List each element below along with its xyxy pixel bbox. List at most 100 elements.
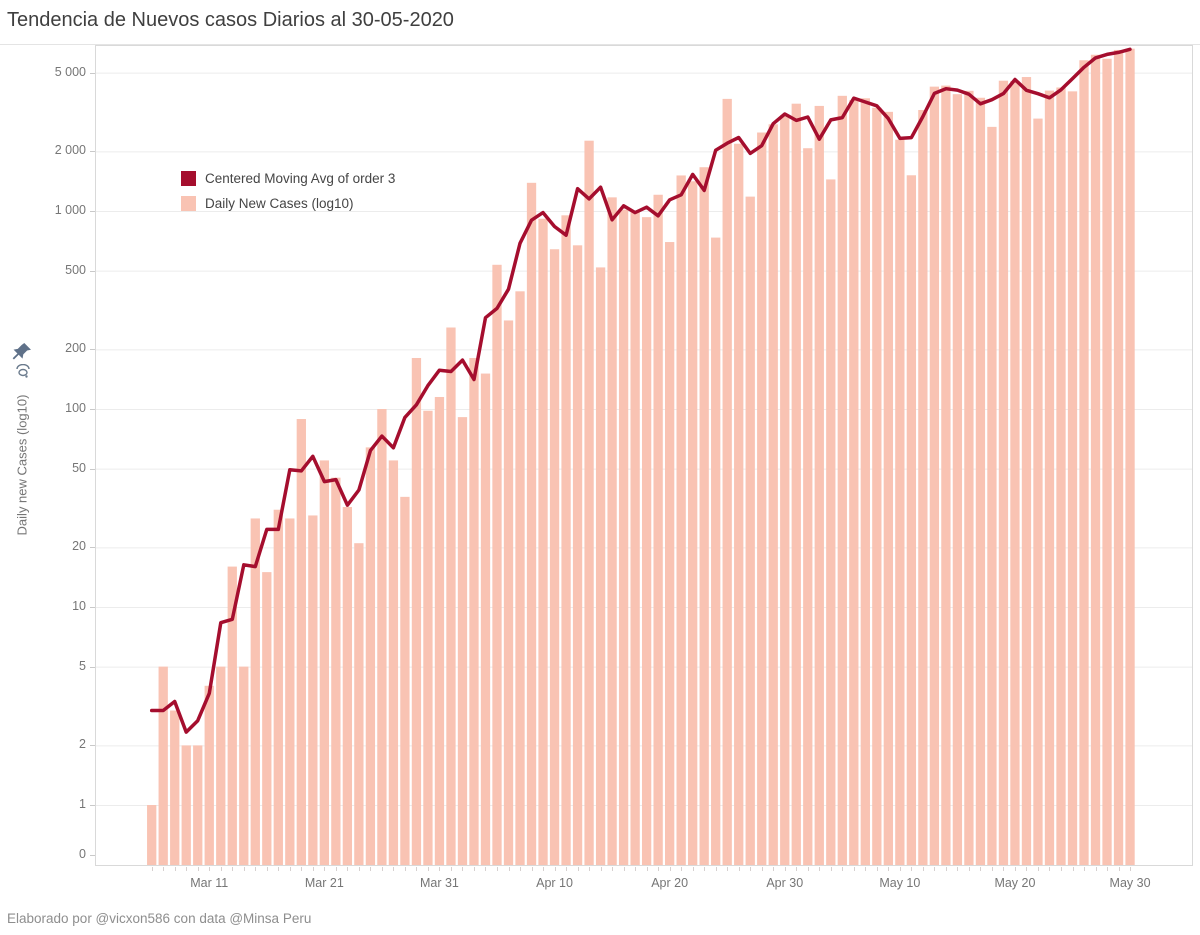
daily-cases-bar[interactable] (1010, 80, 1020, 865)
daily-cases-bar[interactable] (469, 357, 479, 865)
daily-cases-bar[interactable] (1113, 49, 1124, 865)
daily-cases-bar[interactable] (722, 98, 732, 865)
daily-cases-bar[interactable] (147, 805, 157, 865)
daily-cases-bar[interactable] (665, 242, 675, 866)
daily-cases-bar[interactable] (1033, 118, 1043, 866)
daily-cases-bar[interactable] (618, 209, 629, 865)
daily-cases-bar[interactable] (688, 181, 698, 865)
legend-item-daily-cases[interactable]: Daily New Cases (log10) (181, 191, 395, 216)
daily-cases-bar[interactable] (975, 97, 986, 865)
daily-cases-bar[interactable] (308, 515, 318, 865)
daily-cases-bar[interactable] (906, 175, 917, 865)
daily-cases-bar[interactable] (883, 111, 893, 866)
x-day-tick (324, 867, 326, 871)
daily-cases-bar[interactable] (400, 496, 410, 865)
daily-cases-bar[interactable] (1102, 58, 1112, 865)
daily-cases-bar[interactable] (388, 460, 399, 865)
daily-cases-bar[interactable] (538, 218, 548, 866)
daily-cases-bar[interactable] (699, 167, 709, 866)
daily-cases-bar[interactable] (998, 80, 1009, 865)
pin-icon[interactable] (11, 341, 33, 363)
daily-cases-bar[interactable] (837, 95, 847, 865)
legend-item-moving-avg[interactable]: Centered Moving Avg of order 3 (181, 166, 395, 191)
daily-cases-bar[interactable] (607, 197, 617, 866)
x-day-tick (681, 867, 683, 871)
daily-cases-bar[interactable] (250, 518, 260, 865)
daily-cases-bar[interactable] (584, 140, 594, 865)
daily-cases-label: Daily New Cases (log10) (205, 196, 354, 211)
daily-cases-bar[interactable] (872, 107, 882, 866)
daily-cases-bar[interactable] (319, 460, 329, 865)
daily-cases-bar[interactable] (354, 543, 364, 865)
y-tick-label: 20 (72, 539, 86, 554)
daily-cases-bar[interactable] (1067, 91, 1078, 866)
daily-cases-bar[interactable] (918, 109, 928, 866)
daily-cases-bar[interactable] (262, 572, 272, 865)
daily-cases-bar[interactable] (434, 396, 445, 865)
daily-cases-bar[interactable] (158, 666, 168, 865)
daily-cases-bar[interactable] (227, 566, 237, 865)
daily-cases-bar[interactable] (653, 194, 663, 865)
daily-cases-bar[interactable] (492, 264, 502, 865)
daily-cases-bar[interactable] (895, 139, 905, 865)
daily-cases-bar[interactable] (826, 179, 836, 865)
daily-cases-bar[interactable] (365, 447, 376, 865)
daily-cases-bar[interactable] (941, 85, 951, 866)
daily-cases-bar[interactable] (411, 357, 422, 865)
daily-cases-bar[interactable] (285, 518, 295, 865)
daily-cases-bar[interactable] (676, 175, 686, 865)
daily-cases-bar[interactable] (849, 100, 859, 865)
daily-cases-bar[interactable] (1090, 54, 1101, 865)
daily-cases-bar[interactable] (572, 245, 583, 865)
y-tick-mark (90, 468, 95, 470)
daily-cases-bar[interactable] (952, 94, 963, 866)
daily-cases-bar[interactable] (503, 320, 514, 866)
daily-cases-bar[interactable] (1079, 60, 1089, 865)
daily-cases-bar[interactable] (377, 409, 387, 865)
daily-cases-bar[interactable] (803, 148, 813, 866)
daily-cases-bar[interactable] (480, 373, 491, 865)
daily-cases-bar[interactable] (641, 217, 652, 865)
x-day-tick (968, 867, 970, 871)
daily-cases-bar[interactable] (745, 196, 755, 865)
moving-avg-line[interactable] (149, 47, 1132, 734)
daily-cases-bar[interactable] (273, 509, 283, 865)
daily-cases-bar[interactable] (561, 215, 571, 865)
daily-cases-bar[interactable] (814, 105, 824, 866)
daily-cases-bar[interactable] (780, 115, 790, 865)
daily-cases-bar[interactable] (757, 132, 767, 865)
daily-cases-bar[interactable] (204, 685, 214, 865)
daily-cases-bar[interactable] (1125, 48, 1135, 865)
daily-cases-bar[interactable] (734, 143, 744, 865)
daily-cases-bar[interactable] (549, 249, 560, 866)
daily-cases-bar[interactable] (296, 419, 306, 865)
y-tick-label: 100 (65, 401, 86, 415)
daily-cases-bar[interactable] (423, 410, 433, 865)
daily-cases-bar[interactable] (457, 417, 468, 865)
daily-cases-bar[interactable] (929, 86, 940, 865)
daily-cases-bar[interactable] (964, 90, 974, 865)
daily-cases-bar[interactable] (1056, 87, 1066, 866)
daily-cases-bar[interactable] (860, 98, 870, 866)
x-day-tick (1049, 867, 1051, 871)
daily-cases-bar[interactable] (595, 267, 606, 865)
daily-cases-bar[interactable] (193, 745, 203, 865)
daily-cases-bar[interactable] (446, 327, 456, 866)
x-day-tick (853, 867, 855, 871)
daily-cases-bar[interactable] (987, 126, 997, 866)
daily-cases-bar[interactable] (170, 710, 180, 865)
daily-cases-bar[interactable] (331, 477, 341, 865)
daily-cases-bar[interactable] (1021, 77, 1032, 865)
daily-cases-bar[interactable] (630, 211, 640, 866)
daily-cases-bar[interactable] (342, 506, 353, 865)
daily-cases-bar[interactable] (791, 103, 801, 865)
daily-cases-bar[interactable] (768, 124, 778, 866)
daily-cases-bar[interactable] (216, 666, 226, 865)
x-day-tick (750, 867, 752, 871)
daily-cases-bar[interactable] (526, 182, 537, 865)
daily-cases-bar[interactable] (711, 237, 721, 866)
daily-cases-bar[interactable] (515, 291, 525, 865)
daily-cases-bar[interactable] (239, 666, 249, 865)
daily-cases-bar[interactable] (1044, 90, 1055, 866)
daily-cases-bar[interactable] (181, 745, 191, 865)
